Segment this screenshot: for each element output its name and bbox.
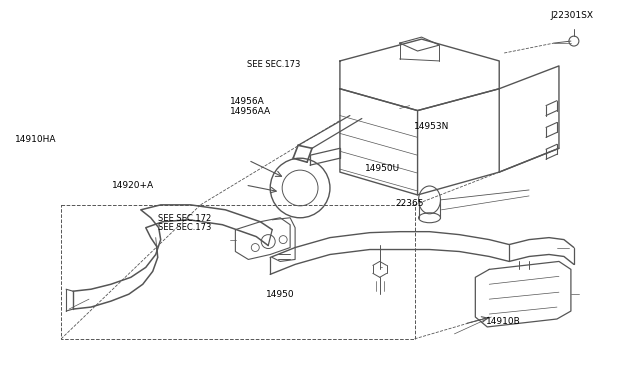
Text: SEE SEC.172: SEE SEC.172 — [157, 214, 211, 222]
Text: 14950U: 14950U — [365, 164, 400, 173]
Text: 14956A: 14956A — [230, 97, 264, 106]
Text: J22301SX: J22301SX — [550, 11, 594, 20]
Text: SEE SEC.173: SEE SEC.173 — [157, 223, 211, 232]
Text: 14953N: 14953N — [414, 122, 450, 131]
Text: 14910B: 14910B — [486, 317, 520, 326]
Text: 14956AA: 14956AA — [230, 106, 271, 116]
Text: 14920+A: 14920+A — [111, 181, 154, 190]
Text: 22365: 22365 — [395, 199, 424, 208]
Text: 14910HA: 14910HA — [15, 135, 57, 144]
Text: SEE SEC.173: SEE SEC.173 — [246, 60, 300, 70]
Text: 14950: 14950 — [266, 291, 294, 299]
